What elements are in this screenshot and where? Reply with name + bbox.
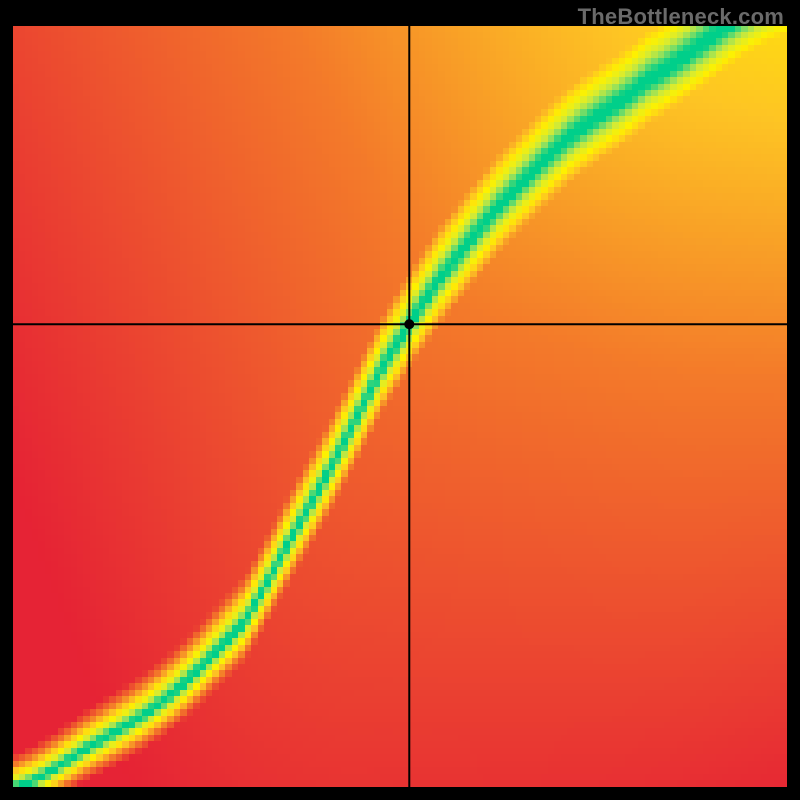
chart-stage: TheBottleneck.com [0,0,800,800]
watermark-text: TheBottleneck.com [578,4,784,30]
bottleneck-heatmap [13,26,787,787]
